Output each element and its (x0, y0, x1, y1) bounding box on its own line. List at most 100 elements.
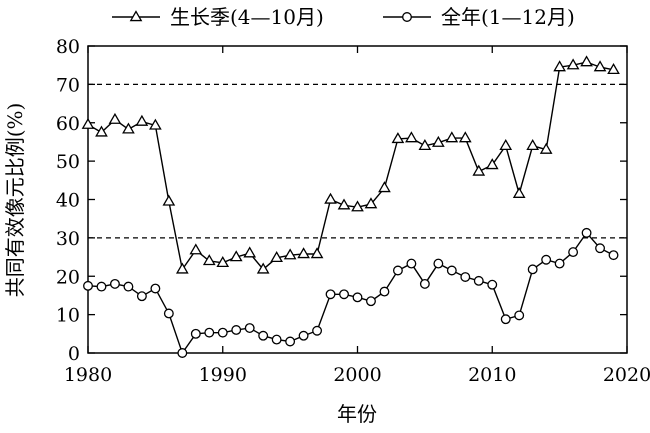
data-point (526, 138, 540, 151)
data-point (244, 323, 255, 334)
data-point (378, 181, 391, 193)
data-point (190, 328, 201, 339)
data-point (499, 138, 513, 151)
data-point (337, 198, 351, 210)
axes: 0 10 20 30 40 50 60 70 80 1980 1990 2000 2010 2020 (56, 36, 650, 386)
data-point (258, 330, 269, 341)
series-1 (83, 227, 619, 358)
legend-entry-0: 生长季(4—10月) (112, 5, 324, 29)
data-point (298, 330, 309, 341)
data-point (231, 325, 242, 335)
x-axis-title: 年份 (337, 402, 377, 426)
data-point (608, 250, 619, 261)
data-point (109, 278, 120, 289)
y-tick-label: 60 (56, 113, 80, 135)
data-point (445, 131, 459, 143)
data-point (95, 125, 108, 137)
y-tick-label: 0 (68, 343, 80, 365)
data-point (581, 227, 592, 238)
data-point (487, 279, 498, 290)
data-point (553, 60, 566, 72)
data-point (485, 158, 499, 170)
data-point (351, 200, 364, 212)
data-point (96, 281, 107, 292)
reference-lines (88, 83, 627, 239)
x-tick-label: 2000 (333, 364, 381, 386)
data-point (473, 275, 484, 286)
data-point (283, 248, 297, 260)
data-point (405, 131, 418, 143)
data-point (458, 131, 472, 143)
data-point (312, 325, 323, 336)
data-point (568, 247, 579, 258)
data-point (175, 262, 189, 274)
y-axis-title: 共同有效像元比例(%) (3, 103, 27, 298)
data-point (446, 265, 457, 276)
data-point (136, 291, 147, 302)
data-point (202, 254, 216, 266)
data-point (204, 327, 215, 338)
y-tick-label: 70 (56, 74, 80, 96)
data-point (418, 138, 432, 151)
x-tick-label: 2020 (603, 364, 650, 386)
data-point (324, 192, 337, 204)
legend: 生长季(4—10月) 全年(1—12月) (112, 5, 575, 29)
data-point (432, 135, 445, 147)
data-point (149, 118, 162, 130)
series-line (87, 61, 614, 272)
y-tick-label: 50 (56, 151, 80, 173)
data-point (162, 194, 176, 206)
series-layer (81, 55, 620, 358)
series-0 (81, 55, 620, 274)
data-point (297, 247, 310, 259)
data-point (593, 60, 607, 72)
data-point (270, 251, 283, 263)
data-point (391, 132, 405, 144)
y-tick-label: 10 (56, 305, 80, 327)
data-point (123, 281, 134, 292)
data-point (460, 272, 471, 282)
legend-marker (402, 12, 412, 22)
data-point (150, 283, 161, 294)
x-tick-label: 2010 (468, 364, 516, 386)
data-point (566, 58, 580, 70)
data-point (539, 142, 553, 154)
series-line (87, 231, 614, 355)
y-tick-label: 40 (56, 190, 80, 212)
data-point (472, 164, 486, 176)
data-point (500, 314, 511, 325)
data-point (379, 286, 390, 297)
y-tick-label: 20 (56, 266, 80, 288)
data-point (527, 264, 538, 275)
data-point (310, 247, 324, 259)
data-point (512, 186, 526, 198)
data-point (216, 256, 230, 268)
legend-entry-1: 全年(1—12月) (383, 5, 575, 29)
data-point (433, 258, 444, 269)
data-point (580, 55, 593, 67)
data-point (217, 327, 228, 338)
x-tick-label: 1980 (64, 364, 112, 386)
data-point (352, 292, 363, 303)
x-tick-label: 1990 (199, 364, 247, 386)
y-tick-label: 80 (56, 36, 80, 58)
data-point (364, 197, 378, 209)
data-point (108, 112, 122, 124)
data-point (339, 289, 349, 300)
data-point (243, 246, 257, 258)
data-point (135, 114, 149, 126)
data-point (285, 336, 296, 347)
data-point (392, 265, 403, 276)
y-tick-label: 30 (56, 228, 80, 250)
legend-label: 生长季(4—10月) (170, 5, 324, 29)
data-point (83, 280, 93, 291)
data-point (541, 254, 552, 265)
data-point (554, 258, 565, 269)
data-point (229, 250, 243, 262)
data-point (81, 117, 95, 129)
data-point (607, 62, 620, 75)
data-point (122, 122, 135, 134)
data-point (177, 348, 188, 358)
data-point (366, 296, 376, 307)
